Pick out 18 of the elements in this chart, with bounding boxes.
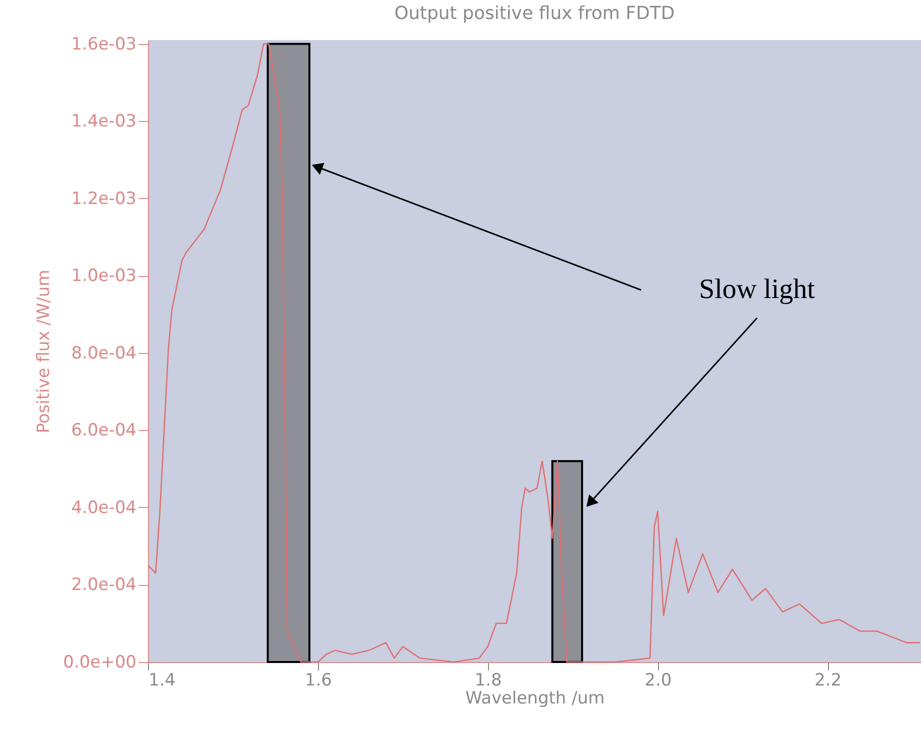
chart-title: Output positive flux from FDTD — [394, 2, 675, 24]
y-tick-label: 2.0e-04 — [71, 575, 136, 596]
y-tick-label: 1.4e-03 — [71, 112, 136, 132]
y-axis-title: Positive flux /W/um — [34, 270, 54, 434]
y-tick-label: 6.0e-04 — [71, 420, 136, 441]
y-tick-label: 8.0e-04 — [71, 343, 136, 364]
x-tick-label: 2.0 — [644, 670, 672, 690]
y-tick-label: 0.0e+00 — [63, 652, 136, 672]
annotation: Slow light — [699, 274, 816, 305]
x-tick-label: 1.6 — [304, 670, 332, 690]
y-tick-label: 1.0e-03 — [71, 266, 136, 286]
x-tick-label: 2.2 — [814, 670, 842, 690]
x-tick-label: 1.4 — [148, 670, 176, 690]
y-tick-label: 1.6e-03 — [71, 34, 136, 54]
x-axis-title: Wavelength /um — [465, 688, 605, 708]
y-tick-label: 1.2e-03 — [71, 188, 136, 209]
x-tick-label: 1.8 — [474, 670, 502, 690]
y-tick-label: 4.0e-04 — [71, 498, 136, 518]
